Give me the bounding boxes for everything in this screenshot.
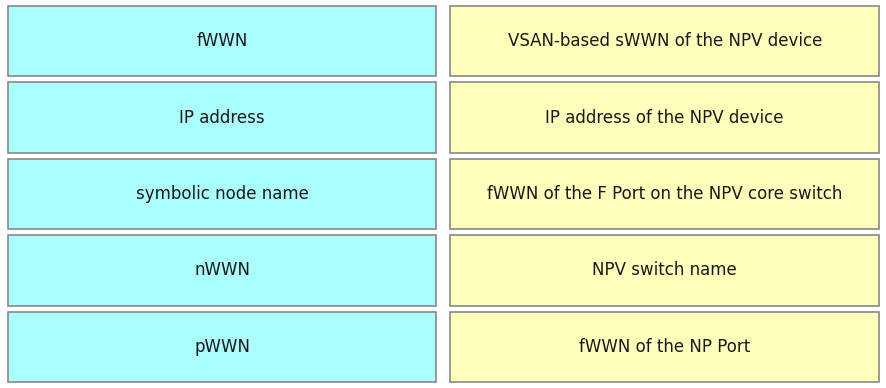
FancyBboxPatch shape bbox=[450, 6, 878, 76]
FancyBboxPatch shape bbox=[8, 312, 436, 382]
Text: NPV switch name: NPV switch name bbox=[592, 262, 736, 279]
FancyBboxPatch shape bbox=[450, 159, 878, 229]
FancyBboxPatch shape bbox=[450, 235, 878, 306]
FancyBboxPatch shape bbox=[450, 312, 878, 382]
FancyBboxPatch shape bbox=[8, 82, 436, 153]
Text: fWWN of the F Port on the NPV core switch: fWWN of the F Port on the NPV core switc… bbox=[486, 185, 842, 203]
Text: nWWN: nWWN bbox=[194, 262, 250, 279]
FancyBboxPatch shape bbox=[8, 6, 436, 76]
Text: IP address of the NPV device: IP address of the NPV device bbox=[545, 109, 783, 126]
Text: IP address: IP address bbox=[179, 109, 265, 126]
Text: fWWN: fWWN bbox=[197, 32, 248, 50]
Text: pWWN: pWWN bbox=[194, 338, 250, 356]
Text: fWWN of the NP Port: fWWN of the NP Port bbox=[579, 338, 750, 356]
Text: VSAN-based sWWN of the NPV device: VSAN-based sWWN of the NPV device bbox=[507, 32, 821, 50]
Text: symbolic node name: symbolic node name bbox=[136, 185, 308, 203]
FancyBboxPatch shape bbox=[450, 82, 878, 153]
FancyBboxPatch shape bbox=[8, 235, 436, 306]
FancyBboxPatch shape bbox=[8, 159, 436, 229]
